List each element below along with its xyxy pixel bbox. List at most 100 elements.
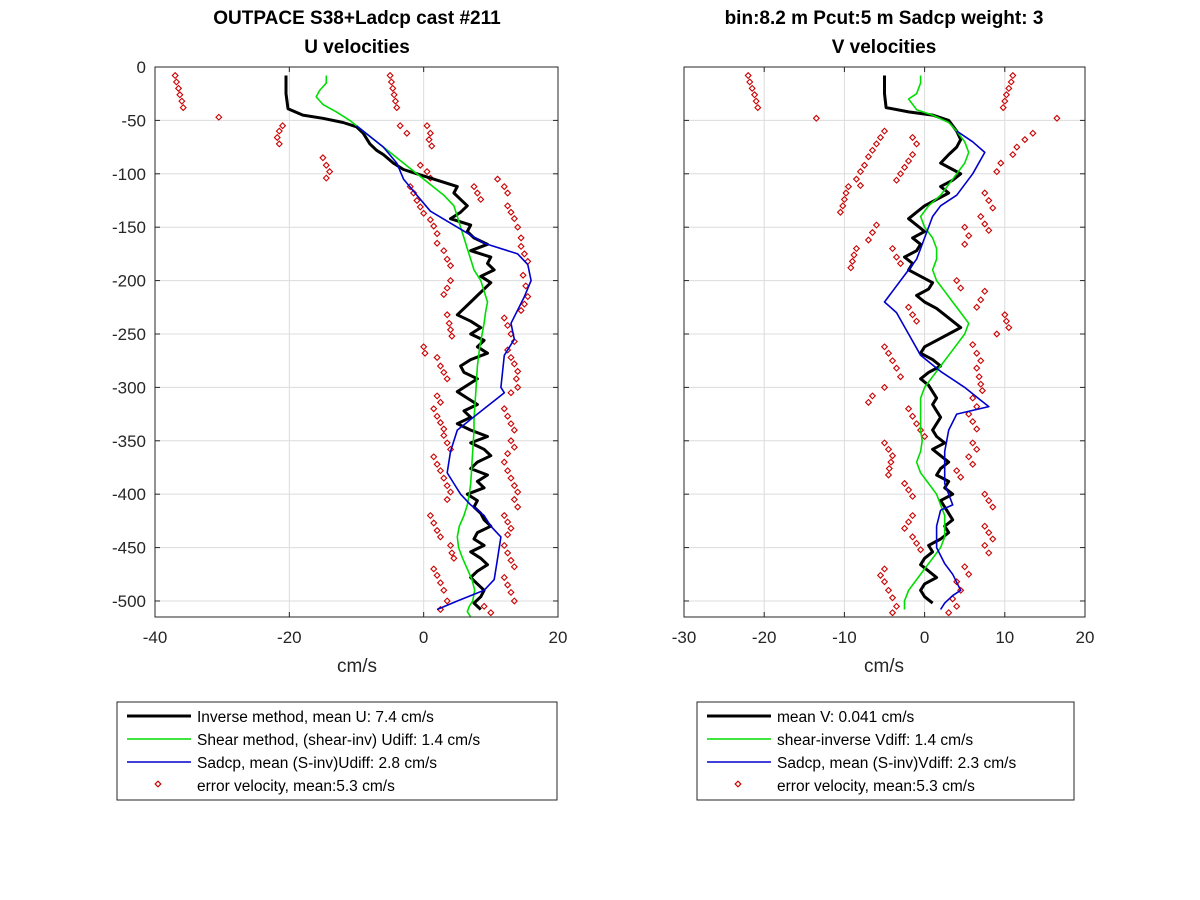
v-error-velocity-point bbox=[885, 464, 893, 473]
v-x-tick-label: -30 bbox=[672, 628, 697, 647]
u-x-tick-label: -40 bbox=[143, 628, 168, 647]
u-error-velocity-point bbox=[430, 405, 438, 413]
v-error-velocity-point bbox=[1029, 129, 1037, 137]
u-error-velocity-point bbox=[433, 460, 441, 468]
v-error-velocity-point bbox=[856, 181, 865, 190]
u-error-velocity-point bbox=[480, 602, 488, 610]
v-error-velocity-point bbox=[999, 103, 1007, 112]
u-error-velocity-point bbox=[446, 541, 455, 550]
v-tick-labels: -30 -20 -10 0 10 20 bbox=[672, 628, 1095, 647]
v-error-velocity-point bbox=[856, 168, 865, 176]
v-error-velocity-point bbox=[884, 445, 893, 453]
v-legend-entry-error: error velocity, mean:5.3 cm/s bbox=[777, 778, 975, 795]
u-error-velocity-point bbox=[524, 293, 532, 301]
u-y-tick-label: -400 bbox=[112, 485, 146, 504]
u-error-velocity-point bbox=[514, 383, 522, 391]
v-error-velocity-point bbox=[1002, 91, 1011, 99]
u-error-velocity-point bbox=[326, 168, 334, 176]
v-error-velocity-point bbox=[752, 97, 760, 105]
v-error-velocity-point bbox=[912, 317, 921, 325]
u-error-velocity-point bbox=[517, 242, 525, 251]
v-error-velocity-point bbox=[953, 467, 961, 475]
v-error-velocity-point bbox=[842, 189, 850, 197]
u-error-velocity-point bbox=[519, 271, 527, 279]
v-velocity-chart: bin:8.2 m Pcut:5 m Sadcp weight: 3 V vel… bbox=[672, 8, 1095, 677]
v-legend-entry-shear: shear-inverse Vdiff: 1.4 cm/s bbox=[777, 732, 973, 749]
u-error-velocity-point bbox=[500, 458, 508, 466]
v-error-velocity-point bbox=[812, 114, 820, 122]
u-series-group bbox=[171, 71, 532, 618]
u-error-velocity-point bbox=[507, 208, 515, 216]
v-error-velocity-point bbox=[965, 410, 973, 418]
u-y-tick-label: -350 bbox=[112, 432, 146, 451]
u-velocity-chart: OUTPACE S38+Ladcp cast #211 U velocities… bbox=[112, 8, 567, 677]
u-error-velocity-point bbox=[433, 526, 441, 535]
u-error-velocity-point bbox=[436, 398, 445, 406]
u-error-velocity-point bbox=[448, 549, 456, 557]
u-error-velocity-point bbox=[430, 519, 438, 527]
v-error-velocity-point bbox=[993, 168, 1001, 176]
v-error-velocity-point bbox=[860, 161, 869, 169]
v-x-tick-label: 20 bbox=[1076, 628, 1095, 647]
v-error-velocity-point bbox=[868, 146, 877, 154]
v-error-velocity-point bbox=[896, 373, 905, 381]
u-error-velocity-point bbox=[172, 78, 181, 86]
u-error-velocity-point bbox=[510, 215, 518, 223]
u-error-velocity-point bbox=[440, 290, 448, 299]
v-error-velocity-point bbox=[977, 380, 985, 388]
v-error-velocity-point bbox=[981, 287, 989, 295]
u-error-velocity-point bbox=[433, 392, 441, 400]
v-error-velocity-point bbox=[1002, 317, 1011, 325]
v-error-velocity-point bbox=[868, 228, 877, 237]
u-error-velocity-point bbox=[504, 518, 512, 526]
u-error-velocity-point bbox=[470, 183, 478, 191]
v-error-velocity-point bbox=[993, 330, 1001, 338]
u-y-tick-label: -500 bbox=[112, 592, 146, 611]
v-error-velocity-point bbox=[1005, 84, 1013, 92]
v-error-velocity-point bbox=[969, 439, 977, 447]
u-error-velocity-point bbox=[443, 255, 451, 263]
u-error-velocity-point bbox=[433, 571, 441, 579]
u-error-velocity-point bbox=[390, 91, 398, 99]
u-error-velocity-point bbox=[436, 419, 445, 427]
u-error-velocity-point bbox=[322, 161, 330, 169]
v-error-velocity-point bbox=[888, 357, 897, 365]
u-error-velocity-point bbox=[426, 216, 434, 224]
u-error-velocity-point bbox=[514, 223, 522, 231]
v-error-velocity-point bbox=[953, 276, 961, 285]
u-error-velocity-point bbox=[433, 229, 441, 238]
u-y-tick-label: -300 bbox=[112, 378, 146, 397]
u-error-velocity-point bbox=[393, 103, 401, 112]
u-error-velocity-point bbox=[443, 375, 451, 383]
u-error-velocity-point bbox=[504, 531, 512, 539]
u-error-velocity-point bbox=[413, 196, 421, 205]
v-error-velocity-point bbox=[748, 84, 756, 92]
v-error-velocity-point bbox=[888, 452, 897, 460]
v-error-velocity-point bbox=[969, 341, 977, 349]
v-error-velocity-point bbox=[904, 518, 913, 526]
u-y-tick-label: -50 bbox=[121, 111, 146, 130]
v-error-velocity-point bbox=[904, 405, 913, 413]
u-error-velocity-point bbox=[176, 91, 184, 99]
u-error-velocity-point bbox=[423, 168, 431, 176]
v-error-velocity-point bbox=[888, 594, 897, 602]
v-error-velocity-point bbox=[900, 479, 909, 488]
v-error-velocity-point bbox=[884, 471, 893, 479]
u-error-velocity-point bbox=[443, 482, 451, 490]
u-x-axis-label: cm/s bbox=[337, 656, 377, 677]
v-error-velocity-point bbox=[900, 163, 909, 171]
v-error-velocity-point bbox=[985, 549, 993, 557]
u-error-velocity-point bbox=[279, 122, 287, 130]
v-x-tick-label: -10 bbox=[832, 628, 857, 647]
v-error-velocity-point bbox=[1005, 323, 1013, 332]
u-legend-entry-shear: Shear method, (shear-inv) Udiff: 1.4 cm/… bbox=[197, 732, 480, 749]
v-error-velocity-point bbox=[973, 349, 981, 357]
v-error-velocity-point bbox=[985, 196, 993, 205]
v-error-velocity-point bbox=[973, 303, 981, 311]
u-error-velocity-point bbox=[428, 142, 436, 150]
u-error-velocity-point bbox=[273, 133, 281, 142]
u-error-velocity-point bbox=[510, 495, 518, 504]
v-error-velocity-point bbox=[953, 602, 961, 610]
v-chart-title-line-1: bin:8.2 m Pcut:5 m Sadcp weight: 3 bbox=[725, 8, 1044, 29]
v-error-velocity-point bbox=[892, 253, 901, 261]
